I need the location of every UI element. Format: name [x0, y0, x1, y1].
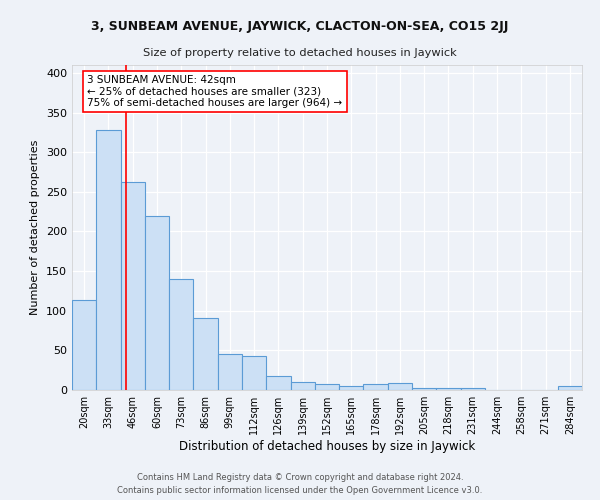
Bar [169, 279, 193, 390]
Text: Size of property relative to detached houses in Jaywick: Size of property relative to detached ho… [143, 48, 457, 58]
Text: 3 SUNBEAM AVENUE: 42sqm
← 25% of detached houses are smaller (323)
75% of semi-d: 3 SUNBEAM AVENUE: 42sqm ← 25% of detache… [88, 74, 343, 108]
Y-axis label: Number of detached properties: Number of detached properties [31, 140, 40, 315]
Bar [290, 382, 315, 390]
Text: 3, SUNBEAM AVENUE, JAYWICK, CLACTON-ON-SEA, CO15 2JJ: 3, SUNBEAM AVENUE, JAYWICK, CLACTON-ON-S… [91, 20, 509, 33]
Bar [315, 384, 339, 390]
Bar [218, 354, 242, 390]
Bar [266, 376, 290, 390]
Bar [242, 356, 266, 390]
Bar [193, 318, 218, 390]
Bar [364, 384, 388, 390]
Bar [558, 386, 582, 390]
Bar [339, 386, 364, 390]
Bar [145, 216, 169, 390]
Bar [436, 388, 461, 390]
X-axis label: Distribution of detached houses by size in Jaywick: Distribution of detached houses by size … [179, 440, 475, 453]
Bar [412, 388, 436, 390]
Text: Contains HM Land Registry data © Crown copyright and database right 2024.
Contai: Contains HM Land Registry data © Crown c… [118, 474, 482, 495]
Bar [96, 130, 121, 390]
Bar [461, 388, 485, 390]
Bar [72, 300, 96, 390]
Bar [388, 383, 412, 390]
Bar [121, 182, 145, 390]
